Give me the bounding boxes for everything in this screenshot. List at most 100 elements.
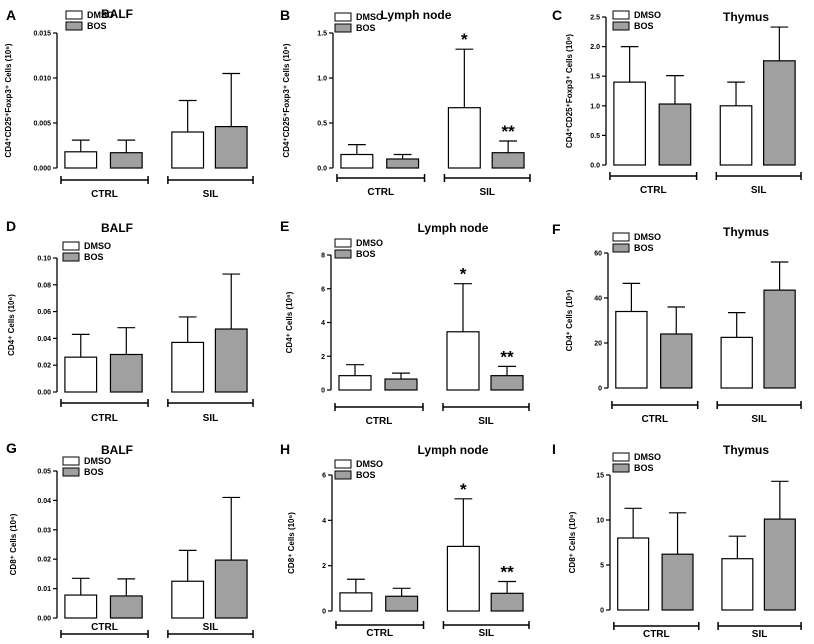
y-tick-label: 0 — [321, 388, 325, 395]
y-tick-label: 0.5 — [590, 133, 600, 140]
bar-dmso-ctrl — [338, 375, 372, 391]
group-label: CTRL — [640, 185, 667, 196]
y-tick-label: 1.5 — [590, 74, 600, 81]
bar-dmso-ctrl — [613, 81, 647, 166]
group-label: SIL — [479, 187, 495, 198]
y-axis-label: CD4⁺CD25⁺Foxp3⁺ Cells (10⁶) — [565, 34, 574, 148]
group-label: CTRL — [643, 629, 670, 640]
bar-bos-sil — [490, 375, 524, 391]
group-label: SIL — [751, 414, 767, 425]
bar-bos-ctrl — [109, 595, 143, 619]
bar-bos-ctrl — [386, 158, 420, 169]
group-label: SIL — [751, 185, 767, 196]
significance-mark: ** — [500, 347, 514, 366]
legend-label: BOS — [84, 467, 104, 477]
legend-label: DMSO — [84, 456, 111, 466]
panel-letter: B — [280, 7, 290, 23]
legend-label: DMSO — [634, 10, 661, 20]
y-tick-label: 0.08 — [37, 282, 51, 289]
y-tick-label: 2 — [322, 563, 326, 570]
legend-label: BOS — [356, 470, 376, 480]
panel-letter: E — [280, 218, 289, 234]
legend-swatch — [62, 456, 80, 466]
significance-mark: * — [460, 480, 467, 499]
y-tick-label: 8 — [321, 253, 325, 260]
y-axis-label: CD4⁺ Cells (10⁶) — [565, 289, 574, 351]
legend-swatch — [334, 12, 352, 22]
panel-letter: A — [6, 7, 16, 23]
panel-a: A BALF 0.000 0.005 0.010 0.015 CD4⁺CD25⁺Foxp3⁺… — [4, 7, 254, 200]
y-tick-label: 6 — [322, 473, 326, 480]
group-label: SIL — [203, 413, 219, 424]
legend-swatch — [612, 232, 630, 242]
bar-bos-ctrl — [109, 353, 143, 393]
legend-swatch — [612, 10, 630, 20]
group-label: CTRL — [91, 189, 118, 200]
y-axis-label: CD4⁺CD25⁺Foxp3⁺ Cells (10⁶) — [4, 43, 13, 157]
bar-dmso-sil — [171, 131, 205, 169]
legend-label: DMSO — [634, 452, 661, 462]
y-tick-label: 0.010 — [33, 76, 51, 83]
y-tick-label: 0.10 — [37, 256, 51, 263]
group-label: CTRL — [641, 414, 668, 425]
legend-swatch — [612, 463, 630, 473]
y-tick-label: 0.005 — [33, 121, 51, 128]
y-tick-label: 1.0 — [317, 76, 327, 83]
significance-mark: * — [460, 265, 467, 284]
y-tick-label: 0.04 — [37, 336, 51, 343]
panel-i: I Thymus 0 5 10 15 CD8⁺ Cells (10⁶) CTRL SIL DMSO… — [552, 441, 802, 640]
y-tick-label: 20 — [594, 341, 602, 348]
y-tick-label: 0.02 — [37, 363, 51, 370]
group-label: CTRL — [367, 187, 394, 198]
y-tick-label: 0.015 — [33, 31, 51, 38]
y-tick-label: 4 — [321, 320, 325, 327]
y-tick-label: 0.00 — [37, 616, 51, 623]
y-tick-label: 6 — [321, 286, 325, 293]
y-axis-label: CD8⁺ Cells (10⁶) — [9, 513, 18, 575]
y-tick-label: 2.5 — [590, 15, 600, 22]
y-tick-label: 0.000 — [33, 166, 51, 173]
legend-label: BOS — [356, 249, 376, 259]
bar-bos-sil — [763, 60, 796, 166]
bar-dmso-sil — [446, 545, 480, 612]
group-label: SIL — [203, 189, 219, 200]
y-tick-label: 0.03 — [37, 527, 51, 534]
bar-dmso-sil — [719, 105, 753, 166]
y-axis-label: CD4⁺ Cells (10⁶) — [7, 294, 16, 356]
bar-dmso-ctrl — [340, 153, 374, 169]
y-tick-label: 0.06 — [37, 309, 51, 316]
panel-g: G BALF 0.00 0.01 0.02 0.03 0.04 0.05 CD8⁺ Cells … — [6, 440, 254, 638]
y-tick-label: 1.5 — [317, 31, 327, 38]
panel-title: Thymus — [723, 443, 769, 457]
group-label: SIL — [752, 629, 768, 640]
panel-letter: D — [6, 218, 16, 234]
bar-bos-sil — [763, 289, 796, 389]
bar-bos-sil — [763, 518, 796, 611]
y-axis-label: CD4⁺ Cells (10⁶) — [285, 291, 294, 353]
bar-dmso-sil — [447, 107, 481, 169]
bar-bos-ctrl — [661, 553, 694, 611]
y-tick-label: 2.0 — [590, 44, 600, 51]
legend-label: DMSO — [87, 10, 114, 20]
legend-label: DMSO — [84, 241, 111, 251]
panel-d: D BALF 0.00 0.02 0.04 0.06 0.08 0.10 CD4⁺ Cells … — [6, 218, 254, 424]
bar-bos-ctrl — [109, 152, 143, 169]
y-tick-label: 0.0 — [590, 163, 600, 170]
bar-dmso-ctrl — [64, 356, 98, 393]
legend-label: BOS — [634, 463, 654, 473]
legend-label: DMSO — [634, 232, 661, 242]
group-label: CTRL — [91, 622, 118, 633]
bar-dmso-sil — [171, 580, 205, 619]
legend-swatch — [612, 21, 630, 31]
bar-bos-ctrl — [658, 103, 692, 166]
bar-bos-sil — [490, 592, 524, 612]
y-tick-label: 60 — [594, 251, 602, 258]
y-tick-label: 0 — [598, 386, 602, 393]
y-tick-label: 0 — [322, 609, 326, 616]
bar-bos-sil — [214, 328, 248, 393]
panel-title: BALF — [101, 7, 133, 21]
y-tick-label: 15 — [596, 473, 604, 480]
y-tick-label: 40 — [594, 296, 602, 303]
